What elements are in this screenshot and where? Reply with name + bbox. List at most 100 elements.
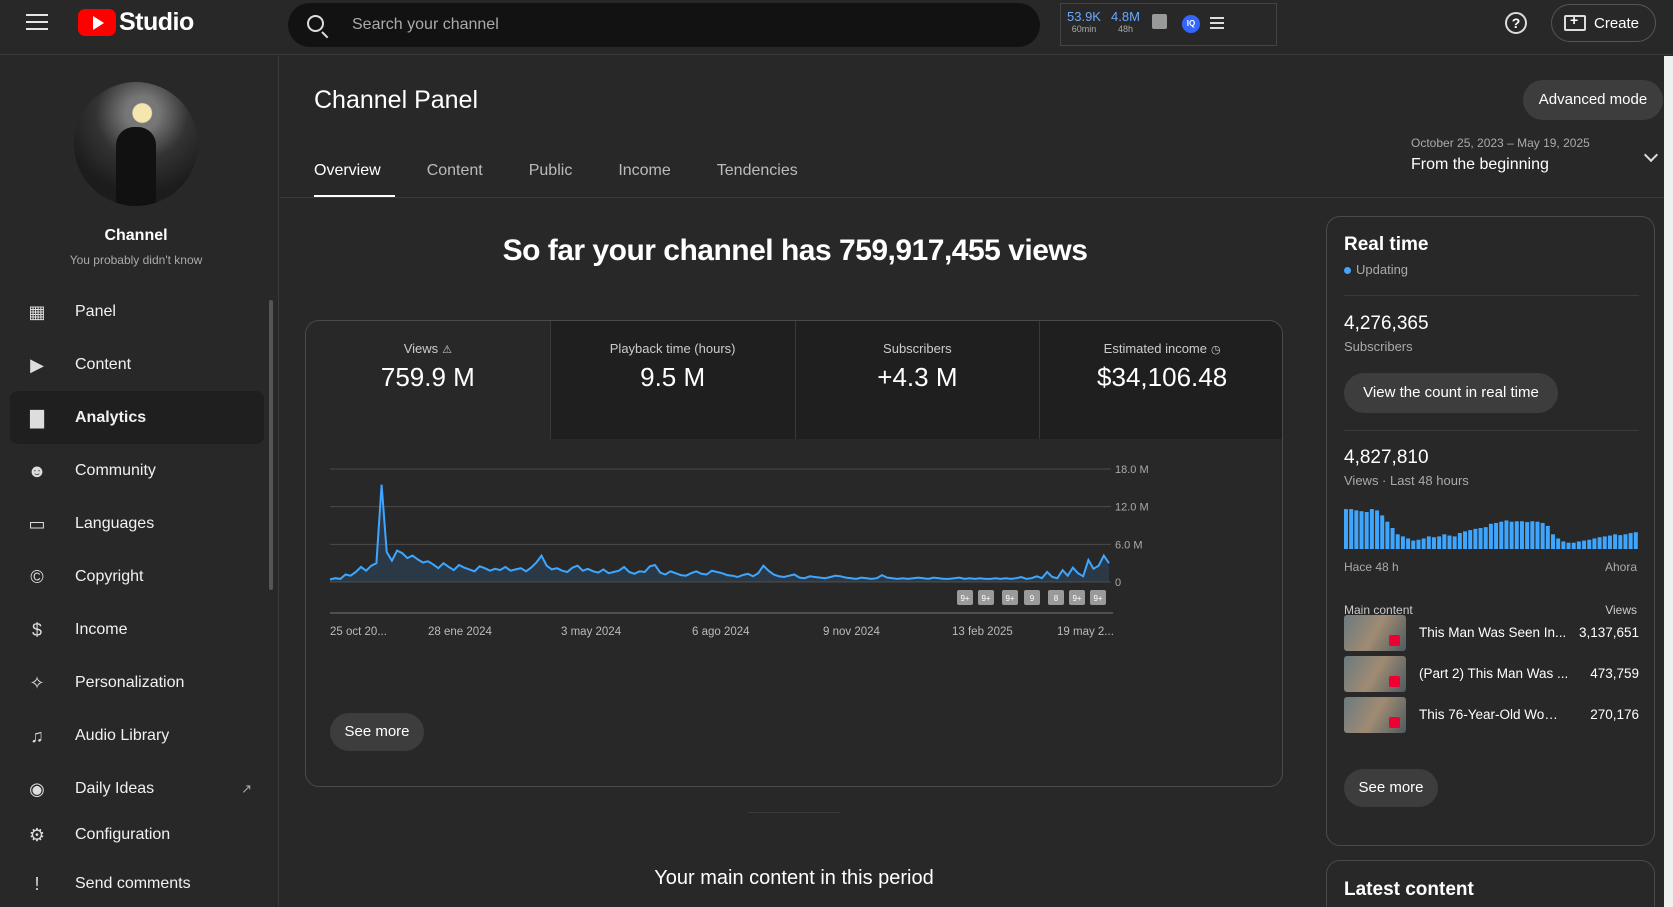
sidebar-item-community[interactable]: ☻ Community xyxy=(10,444,264,497)
realtime-bar xyxy=(1473,528,1478,549)
sidebar-item-label: Panel xyxy=(75,302,116,320)
channel-subtitle: You probably didn't know xyxy=(69,253,203,267)
realtime-to-label: Ahora xyxy=(1604,560,1637,574)
video-thumbnail xyxy=(1344,656,1406,692)
sidebar-item-personalization[interactable]: ✧ Personalization xyxy=(10,656,264,709)
video-marker: 9+ xyxy=(1002,590,1018,605)
sidebar-item-analytics[interactable]: ▇ Analytics xyxy=(10,391,264,444)
realtime-bar xyxy=(1354,510,1359,549)
copyright-icon: © xyxy=(30,566,44,587)
views-chart: 0 6.0 M 12.0 M 18.0 M 9+ 9+ 9+ 9 8 9+ 9+ 25 oct 20.… xyxy=(329,464,1149,638)
realtime-bar xyxy=(1431,537,1436,549)
video-marker: 9+ xyxy=(1069,590,1085,605)
realtime-bar xyxy=(1623,534,1628,549)
channel-name: Channel xyxy=(104,227,168,244)
realtime-bar xyxy=(1551,534,1555,549)
video-views: 473,759 xyxy=(1590,666,1639,681)
sidebar-item-languages[interactable]: ▭ Languages xyxy=(10,497,264,550)
realtime-bar xyxy=(1395,534,1400,549)
views-column-header: Views xyxy=(1605,603,1637,617)
realtime-bar xyxy=(1499,521,1504,549)
channel-avatar[interactable] xyxy=(74,82,198,206)
metric-label: Estimated income xyxy=(1103,341,1207,356)
latest-content-title: Latest content xyxy=(1344,879,1474,900)
metric-tab-estimated-income[interactable]: Estimated income ◷ $34,106.48 xyxy=(1040,321,1282,439)
bar-chart-icon[interactable] xyxy=(1152,14,1167,29)
realtime-bar xyxy=(1613,534,1618,549)
tab-tendencies[interactable]: Tendencies xyxy=(716,162,798,179)
overview-card: Views ⚠ 759.9 M Playback time (hours) 9.5 M S… xyxy=(305,320,1283,787)
realtime-see-more-button[interactable]: See more xyxy=(1344,769,1438,807)
see-more-button[interactable]: See more xyxy=(330,713,424,751)
ext-menu-icon[interactable] xyxy=(1210,17,1224,32)
marker-label: 8 xyxy=(1054,594,1059,603)
chevron-down-icon[interactable] xyxy=(1643,147,1659,163)
sidebar-item-label: Personalization xyxy=(75,673,185,691)
daily-ideas-icon: ◉ xyxy=(29,778,45,799)
realtime-bar xyxy=(1452,536,1457,549)
date-range[interactable]: October 25, 2023 – May 19, 2025 xyxy=(1411,136,1590,150)
x-tick-label: 28 ene 2024 xyxy=(428,626,493,638)
y-tick-label: 6.0 M xyxy=(1115,539,1143,551)
realtime-bar xyxy=(1597,537,1602,549)
metric-tab-playback-time-hours[interactable]: Playback time (hours) 9.5 M xyxy=(550,321,796,439)
video-marker: 8 xyxy=(1048,590,1064,605)
realtime-bar xyxy=(1344,509,1348,549)
create-button[interactable]: Create xyxy=(1551,4,1656,42)
realtime-bar xyxy=(1380,515,1385,549)
tab-income[interactable]: Income xyxy=(618,162,671,179)
sidebar-item-label: Languages xyxy=(75,514,155,532)
realtime-bar xyxy=(1437,536,1442,549)
iq-icon[interactable]: IQ xyxy=(1182,15,1200,33)
views-series-line xyxy=(329,484,1110,581)
realtime-bar xyxy=(1411,540,1416,549)
metric-tab-views[interactable]: Views ⚠ 759.9 M xyxy=(306,321,551,439)
metric-value: +4.3 M xyxy=(877,362,958,392)
video-views: 3,137,651 xyxy=(1578,625,1639,640)
x-tick-label: 25 oct 20... xyxy=(330,626,387,638)
video-thumbnail xyxy=(1344,697,1406,733)
sidebar-item-configuration[interactable]: ⚙ Configuration xyxy=(10,815,264,854)
sidebar-item-copyright[interactable]: © Copyright xyxy=(10,550,264,603)
realtime-bar xyxy=(1628,533,1633,549)
marker-label: 9+ xyxy=(981,594,990,603)
tab-content[interactable]: Content xyxy=(426,162,483,179)
create-label: Create xyxy=(1594,14,1640,32)
sidebar-item-income[interactable]: $ Income xyxy=(10,603,264,656)
youtube-play-icon xyxy=(78,9,116,36)
help-icon[interactable]: ? xyxy=(1505,12,1527,34)
list-item[interactable]: (Part 2) This Man Was ... 473,759 xyxy=(1344,656,1639,692)
view-realtime-count-button[interactable]: View the count in real time xyxy=(1344,373,1558,413)
date-period-label[interactable]: From the beginning xyxy=(1411,156,1549,173)
sidebar-scrollbar[interactable] xyxy=(269,300,273,590)
tab-overview[interactable]: Overview xyxy=(314,148,395,198)
realtime-bar xyxy=(1525,522,1530,549)
sidebar-item-panel[interactable]: ▦ Panel xyxy=(10,285,264,338)
list-item[interactable]: This 76-Year-Old Woma... 270,176 xyxy=(1344,697,1639,733)
marker-label: 9+ xyxy=(1005,594,1014,603)
video-marker: 9+ xyxy=(1090,590,1106,605)
sidebar-item-audio-library[interactable]: ♫ Audio Library xyxy=(10,709,264,762)
page-scrollbar[interactable] xyxy=(1664,56,1673,907)
search-input[interactable] xyxy=(352,11,1012,39)
metric-tab-subscribers[interactable]: Subscribers +4.3 M xyxy=(795,321,1041,439)
sidebar-item-content[interactable]: ▶ Content xyxy=(10,338,264,391)
realtime-bar xyxy=(1494,522,1499,549)
realtime-bar xyxy=(1364,512,1369,549)
tab-divider xyxy=(280,197,1673,198)
tab-public[interactable]: Public xyxy=(528,162,573,179)
main-content-title: Your main content in this period xyxy=(654,867,934,889)
studio-logo[interactable]: Studio xyxy=(78,8,194,37)
list-item[interactable]: This Man Was Seen In... 3,137,651 xyxy=(1344,615,1639,651)
realtime-bar xyxy=(1421,538,1426,549)
realtime-bar xyxy=(1582,540,1587,549)
sidebar-item-send-comments[interactable]: ! Send comments xyxy=(10,854,264,907)
views-headline: So far your channel has 759,917,455 view… xyxy=(502,234,1088,267)
sidebar-item-daily-ideas[interactable]: ◉ Daily Ideas ↗ xyxy=(10,762,264,815)
x-tick-label: 6 ago 2024 xyxy=(692,626,750,638)
search-icon[interactable] xyxy=(307,15,324,32)
advanced-mode-button[interactable]: Advanced mode xyxy=(1523,80,1663,120)
logo-text: Studio xyxy=(119,8,194,36)
menu-icon[interactable] xyxy=(26,14,48,30)
metric-value: 759.9 M xyxy=(380,362,475,392)
